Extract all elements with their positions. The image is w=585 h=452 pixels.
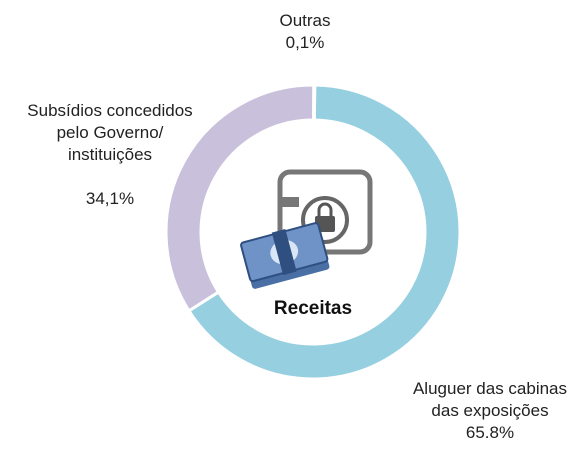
donut-segment <box>186 83 462 381</box>
center-title: Receitas <box>273 298 353 319</box>
slice-label: Subsídios concedidos pelo Governo/ insti… <box>27 101 193 164</box>
donut-segment <box>312 83 317 122</box>
slice-value-label: 65.8% <box>465 423 515 442</box>
slice-value-label: 34,1% <box>85 189 135 208</box>
slice-label: Outras <box>279 11 331 30</box>
slice-label: Aluguer das cabinas das exposições <box>412 379 568 420</box>
slice-value-label: 0,1% <box>285 33 325 52</box>
money-icon <box>240 169 373 289</box>
